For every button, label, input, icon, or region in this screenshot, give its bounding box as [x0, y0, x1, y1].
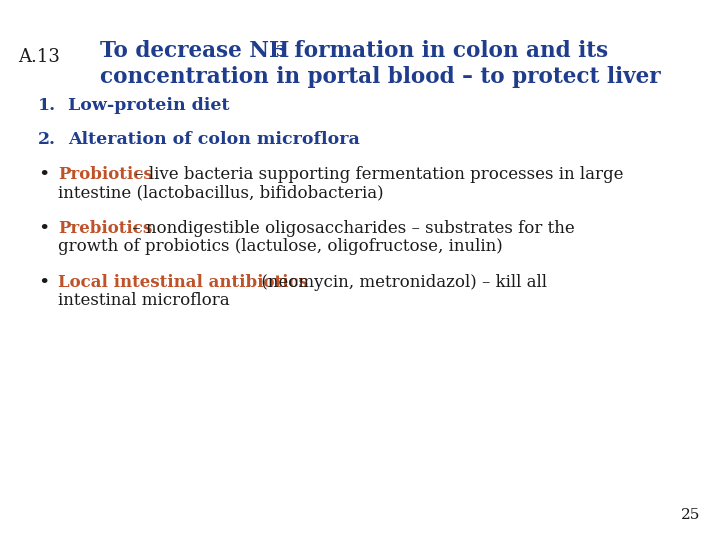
Text: 2.: 2.	[38, 131, 56, 148]
Text: To decrease NH: To decrease NH	[100, 40, 289, 62]
Text: (neomycin, metronidazol) – kill all: (neomycin, metronidazol) – kill all	[256, 274, 547, 291]
Text: Local intestinal antibiotics: Local intestinal antibiotics	[58, 274, 308, 291]
Text: •: •	[38, 166, 50, 184]
Text: 25: 25	[680, 508, 700, 522]
Text: Alteration of colon microflora: Alteration of colon microflora	[68, 131, 360, 148]
Text: Low-protein diet: Low-protein diet	[68, 97, 230, 114]
Text: formation in colon and its: formation in colon and its	[287, 40, 608, 62]
Text: growth of probiotics (lactulose, oligofructose, inulin): growth of probiotics (lactulose, oligofr…	[58, 238, 503, 255]
Text: Prebiotics: Prebiotics	[58, 220, 152, 237]
Text: intestine (lactobacillus, bifidobacteria): intestine (lactobacillus, bifidobacteria…	[58, 184, 384, 201]
Text: Probiotics: Probiotics	[58, 166, 153, 183]
Text: – nondigestible oligosaccharides – substrates for the: – nondigestible oligosaccharides – subst…	[127, 220, 575, 237]
Text: •: •	[38, 274, 50, 292]
Text: intestinal microflora: intestinal microflora	[58, 292, 230, 309]
Text: concentration in portal blood – to protect liver: concentration in portal blood – to prote…	[100, 66, 661, 88]
Text: – live bacteria supporting fermentation processes in large: – live bacteria supporting fermentation …	[130, 166, 624, 183]
Text: •: •	[38, 220, 50, 238]
Text: 1.: 1.	[38, 97, 56, 114]
Text: 3: 3	[276, 45, 286, 59]
Text: A.13: A.13	[18, 48, 60, 66]
